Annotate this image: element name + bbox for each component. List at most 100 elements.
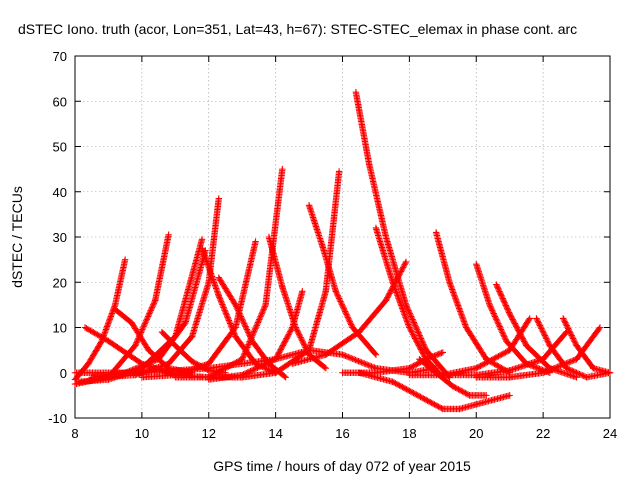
- data-point: [321, 364, 328, 371]
- data-point: [217, 296, 224, 304]
- data-point: [231, 330, 238, 337]
- series-4: [88, 247, 209, 381]
- data-point: [495, 286, 503, 294]
- data-point: [564, 325, 572, 332]
- data-point: [236, 311, 244, 319]
- data-point: [238, 355, 246, 363]
- data-point: [234, 307, 242, 314]
- data-point: [337, 298, 344, 305]
- data-point: [356, 358, 364, 365]
- data-point: [508, 314, 516, 322]
- data-point: [445, 372, 452, 380]
- data-point: [215, 292, 222, 300]
- data-point: [408, 314, 416, 322]
- y-tick-label: 0: [60, 366, 67, 381]
- data-point: [137, 359, 144, 367]
- data-point: [322, 365, 329, 372]
- data-point: [513, 324, 521, 331]
- data-point: [414, 360, 421, 367]
- data-point: [505, 307, 512, 315]
- data-point: [348, 354, 355, 362]
- data-point: [296, 331, 303, 338]
- data-point: [279, 165, 286, 173]
- data-point: [502, 349, 509, 356]
- data-point: [403, 386, 410, 393]
- data-point: [489, 307, 496, 314]
- data-point: [504, 306, 511, 313]
- data-point: [514, 325, 521, 333]
- data-point: [141, 320, 149, 327]
- data-point: [340, 352, 348, 359]
- data-point: [521, 338, 528, 345]
- data-point: [400, 262, 408, 270]
- data-point: [567, 366, 575, 374]
- data-point: [487, 303, 494, 310]
- data-point: [415, 342, 423, 349]
- data-point: [568, 332, 575, 339]
- data-point: [279, 342, 287, 349]
- data-point: [491, 355, 498, 362]
- data-point: [570, 357, 577, 364]
- data-point: [294, 328, 301, 335]
- data-point: [409, 331, 417, 338]
- data-point: [337, 299, 345, 307]
- data-point: [286, 328, 294, 335]
- data-point: [483, 392, 490, 399]
- data-point: [286, 329, 293, 337]
- data-point: [400, 384, 408, 392]
- data-point: [539, 328, 546, 335]
- data-point: [143, 316, 151, 323]
- data-point: [406, 308, 413, 316]
- data-point: [336, 296, 344, 304]
- data-point: [247, 333, 254, 340]
- data-point: [247, 334, 255, 342]
- data-point: [434, 402, 441, 410]
- data-point: [355, 357, 362, 365]
- data-point: [531, 363, 539, 371]
- data-point: [540, 367, 548, 374]
- data-point: [491, 313, 499, 320]
- data-point: [463, 390, 470, 398]
- data-point: [150, 301, 157, 308]
- data-point: [474, 364, 481, 371]
- data-point: [542, 333, 549, 341]
- data-point: [276, 349, 283, 356]
- data-point: [372, 351, 380, 358]
- data-point: [406, 387, 413, 395]
- data-point: [133, 338, 141, 345]
- data-point: [492, 314, 499, 322]
- data-point: [385, 291, 393, 299]
- data-point: [449, 383, 457, 390]
- data-point: [537, 323, 544, 331]
- data-point: [493, 317, 501, 325]
- chart-title: dSTEC Iono. truth (acor, Lon=351, Lat=43…: [18, 21, 577, 37]
- data-point: [534, 318, 542, 325]
- data-point: [455, 386, 462, 393]
- data-point: [408, 363, 416, 370]
- data-point: [359, 359, 367, 367]
- data-point: [256, 316, 263, 323]
- data-point: [399, 383, 406, 391]
- data-point: [277, 346, 284, 353]
- data-point: [427, 398, 434, 406]
- data-point: [343, 312, 351, 320]
- data-point: [410, 319, 417, 326]
- data-point: [346, 318, 354, 325]
- data-point: [431, 401, 438, 408]
- data-point: [527, 362, 534, 369]
- data-point: [567, 329, 574, 336]
- data-point: [382, 297, 390, 304]
- data-point: [216, 295, 224, 302]
- data-point: [435, 403, 442, 410]
- data-point: [219, 302, 227, 310]
- data-point: [253, 322, 260, 329]
- data-point: [564, 365, 572, 373]
- series-21: [305, 202, 380, 358]
- data-point: [404, 386, 412, 394]
- data-point: [97, 339, 105, 346]
- data-point: [283, 335, 290, 342]
- data-point: [451, 383, 458, 391]
- data-point: [300, 340, 307, 347]
- data-point: [439, 349, 447, 356]
